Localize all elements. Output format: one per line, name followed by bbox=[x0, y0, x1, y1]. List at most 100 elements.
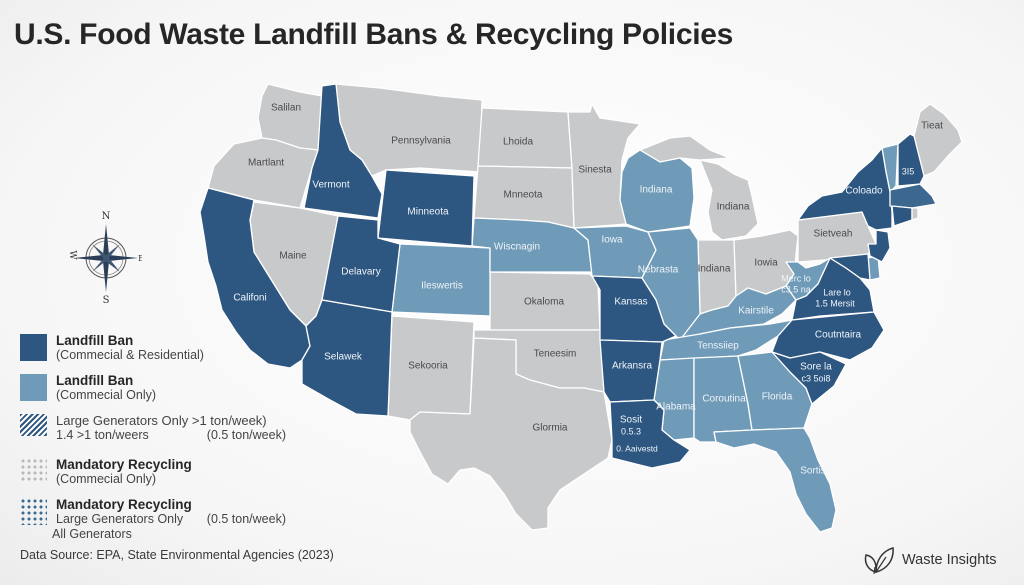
state-kansas[interactable] bbox=[489, 271, 601, 331]
label-mn: Sinesta bbox=[578, 165, 612, 176]
compass-n: N bbox=[102, 211, 111, 222]
label-ky: Kairstile bbox=[738, 306, 774, 317]
legend-title: Mandatory Recycling bbox=[56, 497, 192, 512]
legend-row: Large Generators Only (0.5 ton/week) bbox=[56, 512, 286, 527]
legend-row-left: 1.4 >1 ton/weers bbox=[56, 428, 149, 442]
label-ok: Teneesim bbox=[534, 349, 577, 360]
legend-item-recycling-commercial: Mandatory Recycling (Commecial Only) bbox=[20, 457, 340, 487]
label-wv-2: c3.5 na bbox=[781, 284, 811, 294]
label-nd: Lhoida bbox=[503, 137, 533, 148]
legend-subtitle: (Commecial Only) bbox=[56, 388, 157, 402]
legend-subtitle: (Commecial & Residential) bbox=[56, 348, 204, 362]
legend-subtitle: (Commecial Only) bbox=[56, 472, 157, 486]
label-or: Martlant bbox=[248, 158, 284, 169]
state-new-jersey[interactable] bbox=[867, 229, 891, 263]
legend-row-left: Large Generators Only bbox=[56, 512, 184, 526]
state-oregon[interactable] bbox=[207, 137, 319, 209]
label-co: Ileswertis bbox=[421, 281, 463, 292]
compass-s: S bbox=[103, 295, 110, 304]
legend-title: Landfill Ban bbox=[56, 333, 134, 348]
label-mi: Indiana bbox=[717, 202, 750, 213]
state-michigan[interactable] bbox=[699, 159, 759, 241]
state-california[interactable] bbox=[199, 187, 311, 369]
state-minnesota[interactable] bbox=[567, 103, 641, 229]
legend-title: Large Generators Only >1 ton/week) bbox=[56, 413, 267, 428]
label-va-1: Lare lo bbox=[823, 287, 851, 297]
map-legend: Landfill Ban (Commecial & Residential) L… bbox=[20, 333, 340, 552]
state-idaho[interactable] bbox=[303, 83, 383, 219]
legend-row-right: (0.5 ton/week) bbox=[206, 428, 286, 442]
label-ga: Florida bbox=[762, 392, 793, 403]
label-id: Vermont bbox=[312, 180, 349, 191]
compass-w: W bbox=[70, 250, 77, 260]
label-wa: Salilan bbox=[271, 103, 301, 114]
legend-item-ban-commercial: Landfill Ban (Commecial Only) bbox=[20, 373, 340, 403]
legend-item-large-generators: Large Generators Only >1 ton/week) 1.4 >… bbox=[20, 413, 340, 443]
label-nc: Coutntaira bbox=[815, 330, 862, 341]
label-az: Selawek bbox=[324, 352, 363, 363]
brand-name: Waste Insights bbox=[902, 552, 997, 568]
label-sd: Mnneota bbox=[504, 190, 543, 201]
legend-row: 1.4 >1 ton/weers (0.5 ton/week) bbox=[56, 428, 286, 443]
legend-swatch-dark-blue bbox=[20, 334, 47, 361]
label-sc-1: Sore la bbox=[800, 362, 832, 373]
state-florida[interactable] bbox=[713, 427, 837, 533]
legend-swatch-hatched bbox=[20, 414, 47, 436]
label-me: Tieat bbox=[921, 121, 943, 132]
legend-swatch-blue-dots bbox=[20, 498, 47, 525]
state-arizona[interactable] bbox=[301, 299, 393, 417]
label-mo: Kansas bbox=[614, 297, 647, 308]
label-va-2: 1.5 Mersit bbox=[815, 298, 855, 308]
label-la-1: Sosit bbox=[620, 415, 642, 426]
data-source-note: Data Source: EPA, State Environmental Ag… bbox=[20, 548, 334, 562]
label-oh: Iowia bbox=[754, 258, 778, 269]
legend-extra: All Generators bbox=[52, 527, 132, 541]
state-wisconsin[interactable] bbox=[619, 149, 695, 233]
label-ne: Wiscnagin bbox=[494, 242, 540, 253]
label-nh: 3I5 bbox=[902, 166, 915, 176]
state-louisiana[interactable] bbox=[609, 399, 691, 469]
label-ks: Okaloma bbox=[524, 297, 564, 308]
label-tx: Glormia bbox=[532, 423, 567, 434]
label-pa: Sietveah bbox=[814, 229, 853, 240]
label-ca: Califoni bbox=[233, 293, 266, 304]
state-rhode-island[interactable] bbox=[911, 207, 919, 221]
label-sc-2: c3 5oi8 bbox=[801, 373, 830, 383]
label-nm: Sekooria bbox=[408, 361, 448, 372]
state-texas[interactable] bbox=[409, 337, 613, 531]
state-new-hampshire[interactable] bbox=[897, 133, 925, 187]
page-title: U.S. Food Waste Landfill Bans & Recyclin… bbox=[14, 18, 734, 51]
state-missouri[interactable] bbox=[591, 275, 677, 343]
label-tn: Tenssiiep bbox=[697, 341, 739, 352]
state-north-carolina[interactable] bbox=[771, 311, 885, 361]
state-wyoming[interactable] bbox=[377, 169, 475, 247]
label-ia: Iowa bbox=[601, 235, 623, 246]
label-la-2: 0.5.3 bbox=[621, 426, 641, 436]
legend-item-ban-full: Landfill Ban (Commecial & Residential) bbox=[20, 333, 340, 363]
label-mt: Pennsylvania bbox=[391, 136, 451, 147]
label-wv-1: Merc lo bbox=[781, 273, 811, 283]
state-south-carolina[interactable] bbox=[771, 351, 847, 405]
state-maine[interactable] bbox=[913, 103, 963, 177]
compass-e: E bbox=[138, 254, 142, 263]
legend-item-recycling-large: Mandatory Recycling Large Generators Onl… bbox=[20, 497, 340, 542]
state-massachusetts[interactable] bbox=[889, 183, 937, 209]
label-ny: Coloado bbox=[845, 186, 883, 197]
label-nv: Maine bbox=[279, 251, 307, 262]
legend-title: Mandatory Recycling bbox=[56, 457, 192, 472]
label-la-3: 0. Aaivestd bbox=[616, 443, 658, 453]
state-maryland[interactable] bbox=[829, 253, 871, 281]
label-ar: Arkansra bbox=[612, 361, 652, 372]
label-fl: Sortis bbox=[800, 466, 826, 477]
legend-title: Landfill Ban bbox=[56, 373, 134, 388]
leaf-icon bbox=[864, 547, 894, 575]
label-il: Nebrasta bbox=[638, 265, 679, 276]
label-wy: Minneota bbox=[407, 207, 449, 218]
label-ms: Alabama bbox=[656, 402, 696, 413]
state-connecticut[interactable] bbox=[891, 205, 913, 227]
label-ut: Delavary bbox=[341, 267, 380, 278]
legend-swatch-light-blue bbox=[20, 374, 47, 401]
label-in: Indiana bbox=[698, 264, 731, 275]
legend-swatch-grey-dots bbox=[20, 458, 47, 482]
